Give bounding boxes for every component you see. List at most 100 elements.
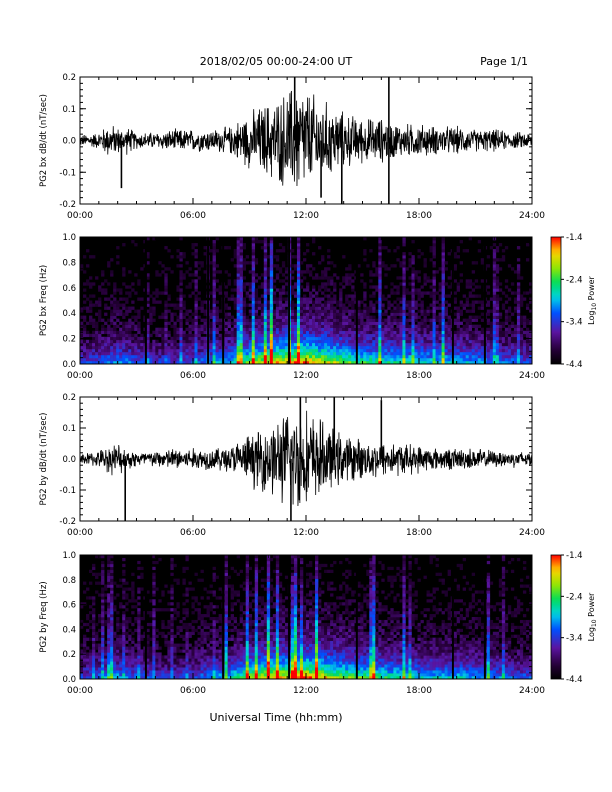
spectrogram-cell <box>101 593 105 597</box>
spectrogram-cell <box>107 634 111 638</box>
spectrogram-cell <box>191 631 195 636</box>
spectrogram-cell <box>182 294 186 298</box>
spectrogram-cell <box>525 357 530 362</box>
spectrogram-cell <box>170 625 174 630</box>
spectrogram-cell <box>110 581 114 585</box>
spectrogram-cell <box>173 303 177 307</box>
spectrogram-cell <box>519 348 524 353</box>
spectrogram-cell <box>432 276 436 280</box>
spectrogram-cell <box>185 593 189 597</box>
spectrogram-cell <box>384 327 388 332</box>
spectrogram-cell <box>269 345 274 350</box>
spectrogram-cell <box>173 336 177 341</box>
spectrogram-cell <box>128 643 132 647</box>
spectrogram-cell <box>125 330 129 335</box>
spectrogram-cell <box>152 637 156 641</box>
spectrogram-cell <box>158 345 162 350</box>
spectrogram-cell <box>146 261 150 265</box>
spectrogram-cell <box>212 288 216 292</box>
spectrogram-cell <box>227 357 231 362</box>
spectrogram-cell <box>372 315 376 319</box>
spectrogram-cell <box>251 324 256 329</box>
spectrogram-cell <box>122 330 126 335</box>
spectrogram-cell <box>263 348 268 353</box>
spectrogram-cell <box>435 270 439 274</box>
spectrogram-cell <box>363 312 367 316</box>
spectrogram-cell <box>197 339 201 344</box>
spectrogram-cell <box>296 312 301 316</box>
spectrogram-cell <box>101 646 105 650</box>
spectrogram-cell <box>495 360 500 365</box>
spectrogram-cell <box>492 285 497 289</box>
spectrogram-cell <box>140 658 144 662</box>
spectrogram-cell <box>278 300 283 304</box>
spectrogram-cell <box>167 625 171 630</box>
spectrogram-cell <box>146 354 150 359</box>
spectrogram-cell <box>348 267 352 271</box>
spectrogram-cell <box>321 315 325 319</box>
spectrogram-cell <box>185 611 189 615</box>
spectrogram-cell <box>278 345 283 350</box>
spectrogram-cell <box>209 342 213 347</box>
spectrogram-cell <box>489 336 494 341</box>
spectrogram-cell <box>197 360 201 365</box>
spectrogram-cell <box>95 670 99 674</box>
spectrogram-cell <box>89 667 93 671</box>
spectrogram-cell <box>456 321 460 325</box>
spectrogram-cell <box>441 303 445 307</box>
spectrogram-cell <box>236 270 240 274</box>
spectrogram-cell <box>86 264 90 268</box>
spectrogram-cell <box>474 315 479 319</box>
spectrogram-cell <box>152 640 156 644</box>
spectrogram-cell <box>378 303 382 307</box>
spectrogram-cell <box>263 279 268 283</box>
spectrogram-cell <box>239 315 244 319</box>
spectrogram-cell <box>128 617 132 621</box>
spectrogram-cell <box>513 357 518 362</box>
spectrogram-cell <box>507 336 512 341</box>
spectrogram-cell <box>245 348 250 353</box>
spectrogram-cell <box>272 291 277 295</box>
spectrogram-cell <box>408 342 412 347</box>
spectrogram-cell <box>324 285 328 289</box>
spectrogram-cell <box>116 673 120 677</box>
spectrogram-cell <box>83 673 87 677</box>
spectrogram-cell <box>257 240 262 244</box>
y-axis-label: PG2 bx dB/dt (nT/sec) <box>39 94 49 187</box>
spectrogram-cell <box>480 312 485 316</box>
spectrogram-cell <box>369 351 373 356</box>
spectrogram-cell <box>167 321 171 325</box>
spectrogram-cell <box>176 658 180 662</box>
spectrogram-cell <box>80 602 84 606</box>
spectrogram-cell <box>101 357 105 362</box>
spectrogram-cell <box>155 291 159 295</box>
spectrogram-cell <box>173 354 177 359</box>
spectrogram-cell <box>89 655 93 659</box>
y-tick-label: 0.0 <box>62 360 76 370</box>
spectrogram-cell <box>411 288 415 292</box>
spectrogram-cell <box>113 315 117 319</box>
spectrogram-cell <box>402 321 406 325</box>
spectrogram-cell <box>212 285 216 289</box>
spectrogram-cell <box>441 354 445 359</box>
spectrogram-cell <box>185 555 189 559</box>
spectrogram-cell <box>176 611 180 615</box>
spectrogram-cell <box>185 285 189 289</box>
spectrogram-cell <box>492 315 497 319</box>
spectrogram-cell <box>333 342 337 347</box>
spectrogram-cell <box>324 342 328 347</box>
spectrogram-cell <box>173 345 177 350</box>
spectrogram-cell <box>357 312 361 316</box>
spectrogram-cell <box>420 303 424 307</box>
spectrogram-cell <box>441 324 445 329</box>
spectrogram-cell <box>86 348 90 353</box>
spectrogram-cell <box>128 664 132 668</box>
spectrogram-cell <box>122 303 126 307</box>
spectrogram-cell <box>408 261 412 265</box>
spectrogram-cell <box>393 300 397 304</box>
spectrogram-cell <box>468 330 473 335</box>
spectrogram-cell <box>339 357 343 362</box>
spectrogram-cell <box>462 324 466 329</box>
spectrogram-cell <box>191 649 195 653</box>
spectrogram-cell <box>411 312 415 316</box>
